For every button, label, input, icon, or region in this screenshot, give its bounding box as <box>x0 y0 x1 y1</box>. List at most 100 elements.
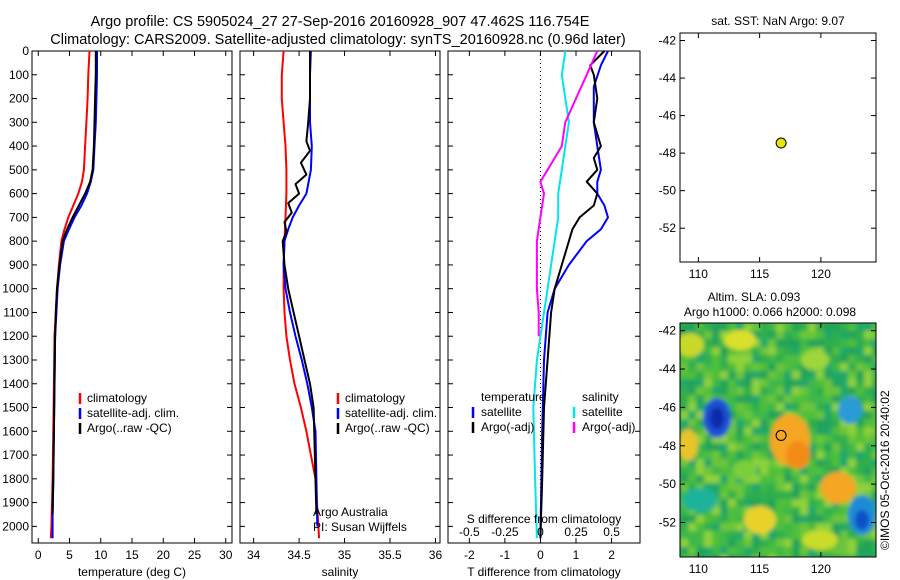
heatmap-cell <box>728 515 736 523</box>
heatmap-cell <box>864 475 872 483</box>
heatmap-cell <box>816 435 824 443</box>
heatmap-cell <box>768 475 776 483</box>
heatmap-cell <box>680 515 688 523</box>
heatmap-cell <box>712 523 720 531</box>
heatmap-cell <box>824 451 832 459</box>
heatmap-cell <box>712 547 720 555</box>
heatmap-cell <box>752 451 760 459</box>
heatmap-cell <box>712 539 720 547</box>
heatmap-cell <box>864 379 872 387</box>
heatmap-cell <box>688 507 696 515</box>
heatmap-cell <box>768 459 776 467</box>
y-tick-label: 1700 <box>2 448 29 462</box>
heatmap-cell <box>856 483 864 491</box>
heatmap-cell <box>816 339 824 347</box>
heatmap-cell <box>704 547 712 555</box>
heatmap-cell <box>736 419 744 427</box>
heatmap-cell <box>808 475 816 483</box>
heatmap-cell <box>872 467 876 475</box>
y-tick-label: -42 <box>659 34 677 48</box>
heatmap-cell <box>800 531 808 539</box>
heatmap-cell <box>832 403 840 411</box>
heatmap-cell <box>864 363 872 371</box>
heatmap-cell <box>784 483 792 491</box>
heatmap-cell <box>840 371 848 379</box>
heatmap-cell <box>728 347 736 355</box>
heatmap-cell <box>840 419 848 427</box>
heatmap-cell <box>824 435 832 443</box>
heatmap-cell <box>824 379 832 387</box>
profile-panel-salinity: 34 34.5 35 35.5 36 salinity climatologysatelli… <box>239 50 442 579</box>
heatmap-cell <box>688 355 696 363</box>
y-tick-label: 1300 <box>2 353 29 367</box>
heatmap-cell <box>776 387 784 395</box>
heatmap-cell <box>712 459 720 467</box>
heatmap-cell <box>696 531 704 539</box>
heatmap-cell <box>696 371 704 379</box>
heatmap-cell <box>848 355 856 363</box>
heatmap-cell <box>800 339 808 347</box>
heatmap-cell <box>680 483 688 491</box>
heatmap-cell <box>816 387 824 395</box>
legend-label: climatology <box>345 391 405 405</box>
heatmap-cell <box>872 395 876 403</box>
heatmap-cell <box>816 475 824 483</box>
heatmap-cell <box>768 491 776 499</box>
heatmap-cell <box>832 387 840 395</box>
heatmap-cell <box>872 491 876 499</box>
heatmap-cell <box>832 323 840 331</box>
heatmap-cell <box>704 379 712 387</box>
heatmap-cell <box>872 555 876 557</box>
heatmap-cell <box>840 451 848 459</box>
heatmap-cell <box>744 323 752 331</box>
heatmap-cell <box>800 499 808 507</box>
heatmap-cell <box>832 467 840 475</box>
heatmap-cell <box>808 443 816 451</box>
heatmap-cell <box>808 523 816 531</box>
y-tick-label: 600 <box>9 187 29 201</box>
heatmap-cell <box>872 331 876 339</box>
x-tick-label: 110 <box>689 562 708 576</box>
x-tick-label: 120 <box>811 562 831 576</box>
heatmap-cell <box>744 555 752 557</box>
heatmap-cell <box>768 539 776 547</box>
heatmap-cell <box>696 395 704 403</box>
heatmap-cell <box>728 499 736 507</box>
heatmap-cell <box>840 539 848 547</box>
heatmap-cell <box>752 323 760 331</box>
heatmap-cell <box>792 475 800 483</box>
heatmap-cell <box>712 371 720 379</box>
heatmap-cell <box>800 491 808 499</box>
heatmap-cell <box>736 435 744 443</box>
y-tick-label: 1600 <box>2 424 29 438</box>
y-tick-label: 0 <box>22 44 29 58</box>
heatmap-cell <box>760 387 768 395</box>
figure-title-line2: Climatology: CARS2009. Satellite-adjuste… <box>50 32 625 48</box>
heatmap-cell <box>704 451 712 459</box>
heatmap-cell <box>712 451 720 459</box>
legend-heading-temperature: temperature <box>481 390 546 404</box>
heatmap-cell <box>816 419 824 427</box>
y-tick-label: -46 <box>659 109 677 123</box>
heatmap-cell <box>848 547 856 555</box>
heatmap-cell <box>872 427 876 435</box>
y-tick-label: 700 <box>9 210 29 224</box>
heatmap-cell <box>872 411 876 419</box>
heatmap-cell <box>784 347 792 355</box>
heatmap-cell <box>856 555 864 557</box>
heatmap-cell <box>816 403 824 411</box>
heatmap-cell <box>688 403 696 411</box>
heatmap-cell <box>800 547 808 555</box>
heatmap-cell <box>680 355 688 363</box>
heatmap-cell <box>824 523 832 531</box>
heatmap-cell <box>696 547 704 555</box>
heatmap-cell <box>752 539 760 547</box>
heatmap-cell <box>856 387 864 395</box>
heatmap-cell <box>848 451 856 459</box>
heatmap-cell <box>760 547 768 555</box>
legend-label: satellite <box>582 405 623 419</box>
heatmap-cell <box>776 467 784 475</box>
heatmap-cell <box>800 483 808 491</box>
heatmap-cell <box>856 363 864 371</box>
